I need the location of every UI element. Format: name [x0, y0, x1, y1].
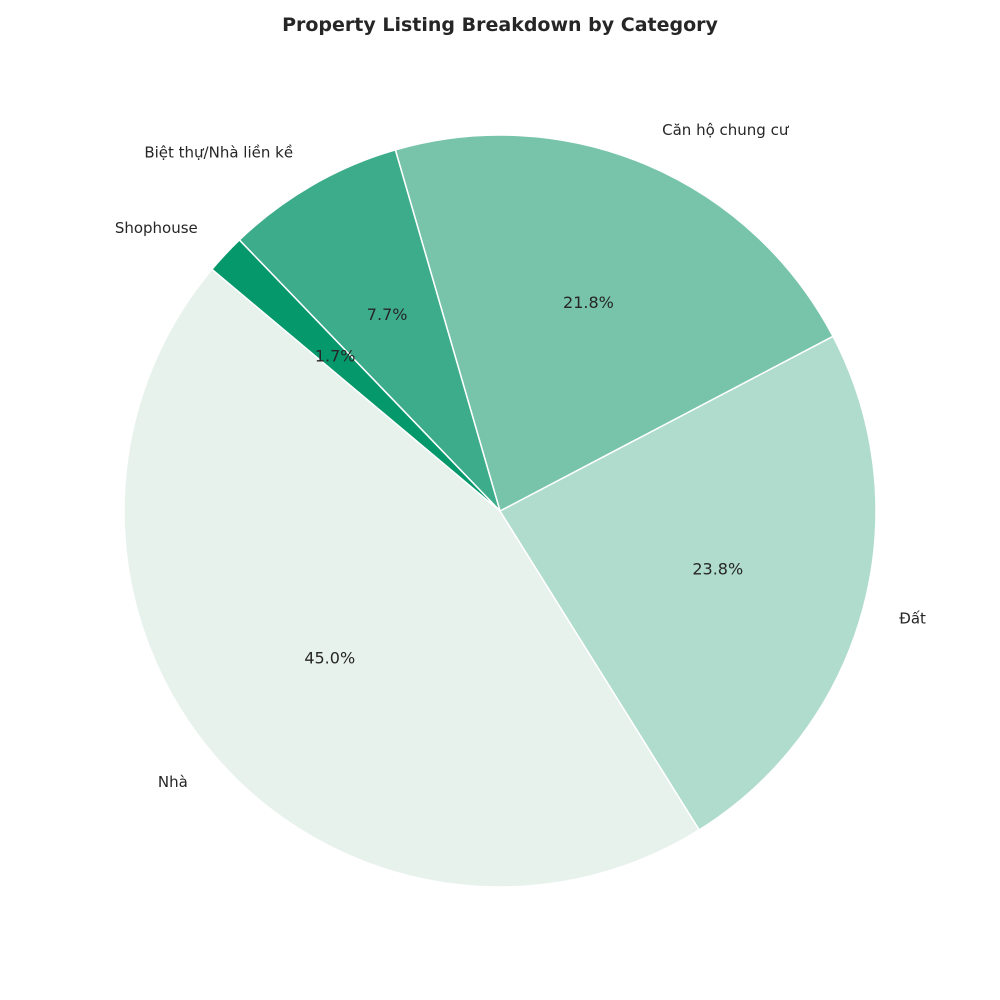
percent-label: 23.8%	[692, 559, 743, 578]
chart-title: Property Listing Breakdown by Category	[282, 14, 718, 36]
pie-labels: Nhà 45.0% Đất 23.8% Căn hộ chung cư 21.8% Biệt…	[115, 121, 926, 791]
percent-label: 1.7%	[315, 346, 356, 365]
category-label: Nhà	[158, 773, 188, 791]
category-label: Đất	[899, 610, 926, 628]
category-label: Biệt thự/Nhà liền kề	[144, 143, 293, 161]
percent-label: 7.7%	[367, 305, 408, 324]
pie-slice-shophouse	[210, 238, 501, 512]
percent-label: 45.0%	[304, 649, 355, 668]
pie-slice-can-ho-chung-cu	[394, 134, 834, 513]
category-label: Shophouse	[115, 219, 198, 237]
category-label: Căn hộ chung cư	[662, 121, 790, 139]
pie-slice-nha	[123, 268, 701, 888]
pie-slices	[123, 134, 877, 888]
pie-slice-dat	[498, 335, 877, 831]
pie-slice-biet-thu-nha-lien-ke	[238, 148, 501, 512]
percent-label: 21.8%	[563, 293, 614, 312]
